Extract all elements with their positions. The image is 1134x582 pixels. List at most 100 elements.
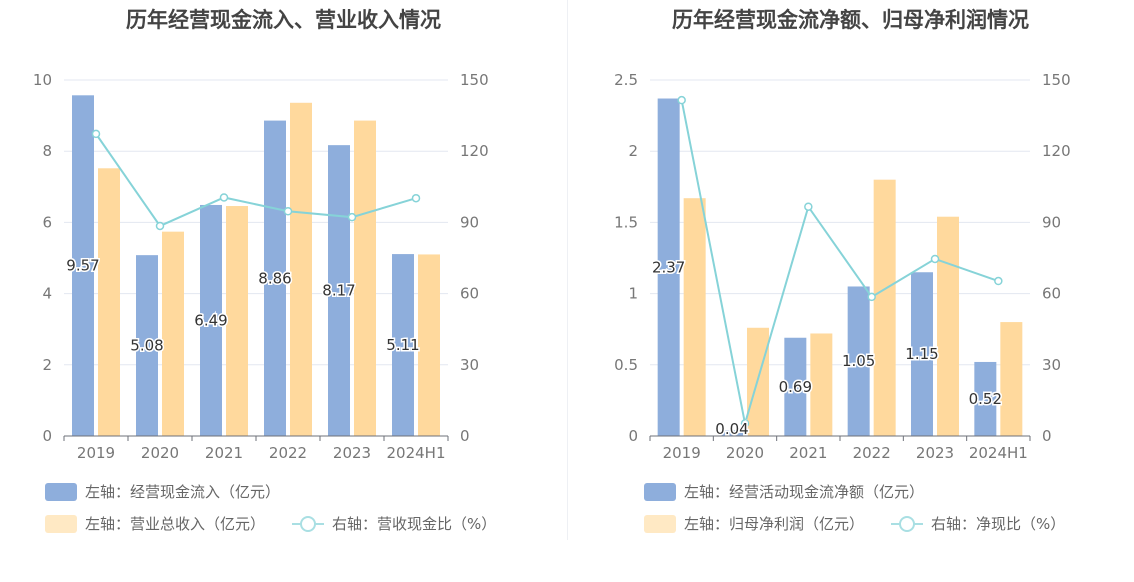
bar-primary [974, 361, 997, 436]
bar-primary [200, 204, 222, 436]
left-axis-tick-label: 0.5 [614, 356, 638, 374]
legend-label: 左轴：经营活动现金流净额（亿元） [684, 483, 925, 501]
x-axis-tick-label: 2021 [789, 444, 827, 462]
right-axis-tick-label: 90 [460, 213, 479, 231]
right-axis-tick-label: 150 [460, 71, 489, 89]
bar-primary [264, 120, 286, 437]
bar-secondary [1000, 322, 1023, 436]
legend-item-line[interactable]: 右轴：净现比（%） [891, 513, 1065, 534]
line-point [867, 292, 876, 302]
right-axis-tick-label: 60 [1042, 285, 1061, 303]
legend-item-bar1[interactable]: 左轴：经营活动现金流净额（亿元） [644, 481, 924, 502]
legend-label: 右轴：营收现金比（%） [332, 515, 497, 533]
chart-svg-left: 0 2 4 6 8 10 0 30 60 90 120 150 2019 2020 2021 2022 2023… [33, 71, 489, 462]
bar-secondary [937, 216, 959, 436]
left-axis-tick-label: 2.5 [614, 71, 638, 89]
chart-title-right: 历年经营现金流净额、归母净利润情况 [672, 8, 1029, 32]
right-axis-tick-label: 0 [1042, 427, 1052, 445]
x-axis-tick-label: 2020 [726, 444, 764, 462]
chart-panel-left: 历年经营现金流入、营业收入情况 0 2 4 6 8 10 0 30 60 90 120 150 2019… [33, 8, 496, 534]
bar-secondary [354, 120, 376, 437]
legend-label: 左轴：营业总收入（亿元） [85, 515, 266, 533]
left-axis-tick-label: 2 [42, 356, 52, 374]
legend-item-bar1[interactable]: 左轴：经营现金流入（亿元） [45, 481, 280, 502]
bar-value-label: 5.08 [130, 337, 163, 355]
x-axis-tick-label: 2020 [141, 444, 179, 462]
bar-primary [847, 286, 870, 436]
right-axis-tick-label: 30 [1042, 356, 1061, 374]
chart-svg-right: 0 0.5 1 1.5 2 2.5 0 30 60 90 120 150 2019 2020 2021 202… [614, 71, 1071, 462]
bar-secondary [873, 179, 896, 436]
legend-swatch-bar1 [644, 482, 676, 501]
bar-secondary [98, 168, 120, 436]
x-axis-tick-label: 2021 [205, 444, 243, 462]
legend-label: 左轴：归母净利润（亿元） [684, 515, 865, 533]
x-axis-tick-label: 2023 [333, 444, 371, 462]
bar-secondary [810, 333, 833, 436]
bar-secondary [226, 206, 248, 436]
legend-swatch-line [292, 515, 324, 533]
left-axis-tick-label: 6 [42, 213, 52, 231]
line-point [740, 419, 750, 428]
bar-primary [911, 272, 933, 436]
x-axis-tick-label: 2019 [663, 444, 701, 462]
legend-label: 左轴：经营现金流入（亿元） [85, 483, 281, 501]
left-axis-tick-label: 4 [42, 285, 52, 303]
legend-swatch-bar1 [45, 482, 77, 501]
left-axis-tick-label: 1 [628, 285, 638, 303]
right-axis-tick-label: 90 [1042, 213, 1061, 231]
chart-panel-right: 历年经营现金流净额、归母净利润情况 0 0.5 1 1.5 2 2.5 0 30 60 90 120… [567, 0, 1134, 582]
bar-secondary [162, 231, 184, 436]
line-series [95, 133, 417, 228]
bar-value-label: 1.05 [842, 352, 875, 370]
x-axis-tick-label: 2022 [853, 444, 891, 462]
bar-value-label: 0.04 [715, 420, 748, 438]
line-series [680, 99, 999, 424]
legend-item-bar2[interactable]: 左轴：归母净利润（亿元） [644, 513, 864, 534]
line-point [411, 193, 421, 203]
left-axis-tick-label: 1.5 [614, 213, 638, 231]
left-axis-tick-label: 0 [42, 427, 52, 445]
legend-swatch-bar2 [644, 514, 676, 533]
line-point [994, 276, 1003, 286]
bar-value-label: 0.52 [969, 390, 1002, 408]
line-point [804, 202, 813, 211]
bar-value-label: 8.86 [258, 269, 291, 287]
right-axis-tick-label: 120 [460, 142, 489, 160]
bar-secondary [683, 198, 706, 436]
bar-primary [784, 337, 807, 436]
panel-divider [567, 0, 568, 540]
bar-value-label: 0.69 [779, 378, 812, 396]
bar-value-label: 8.17 [322, 282, 355, 300]
right-axis-tick-label: 30 [460, 356, 479, 374]
line-point [677, 95, 686, 105]
left-axis-tick-label: 10 [33, 71, 52, 89]
bar-secondary [290, 102, 312, 436]
line-point [219, 193, 229, 202]
bar-primary [72, 95, 94, 437]
bar-value-label: 1.15 [905, 345, 938, 363]
legend-item-bar2[interactable]: 左轴：营业总收入（亿元） [45, 513, 265, 534]
line-point [283, 206, 293, 216]
bar-primary [136, 255, 158, 436]
line-point [347, 212, 357, 222]
line-point [930, 254, 940, 264]
bar-primary [657, 98, 680, 437]
legend-label: 右轴：净现比（%） [931, 515, 1066, 533]
legend-swatch-line [891, 515, 923, 533]
bar-value-label: 9.57 [66, 257, 99, 275]
line-point [155, 221, 165, 231]
bar-primary [721, 430, 743, 436]
x-axis-tick-label: 2024H1 [969, 444, 1028, 462]
line-point [91, 129, 101, 139]
x-axis-tick-label: 2023 [916, 444, 954, 462]
x-axis-tick-label: 2022 [269, 444, 307, 462]
right-axis-tick-label: 0 [460, 427, 470, 445]
left-axis-tick-label: 2 [628, 142, 638, 160]
x-axis-tick-label: 2024H1 [387, 444, 446, 462]
legend-item-line[interactable]: 右轴：营收现金比（%） [292, 513, 496, 534]
right-axis-tick-label: 60 [460, 285, 479, 303]
bar-value-label: 6.49 [194, 311, 227, 329]
bar-primary [392, 254, 414, 436]
bar-secondary [418, 254, 440, 436]
